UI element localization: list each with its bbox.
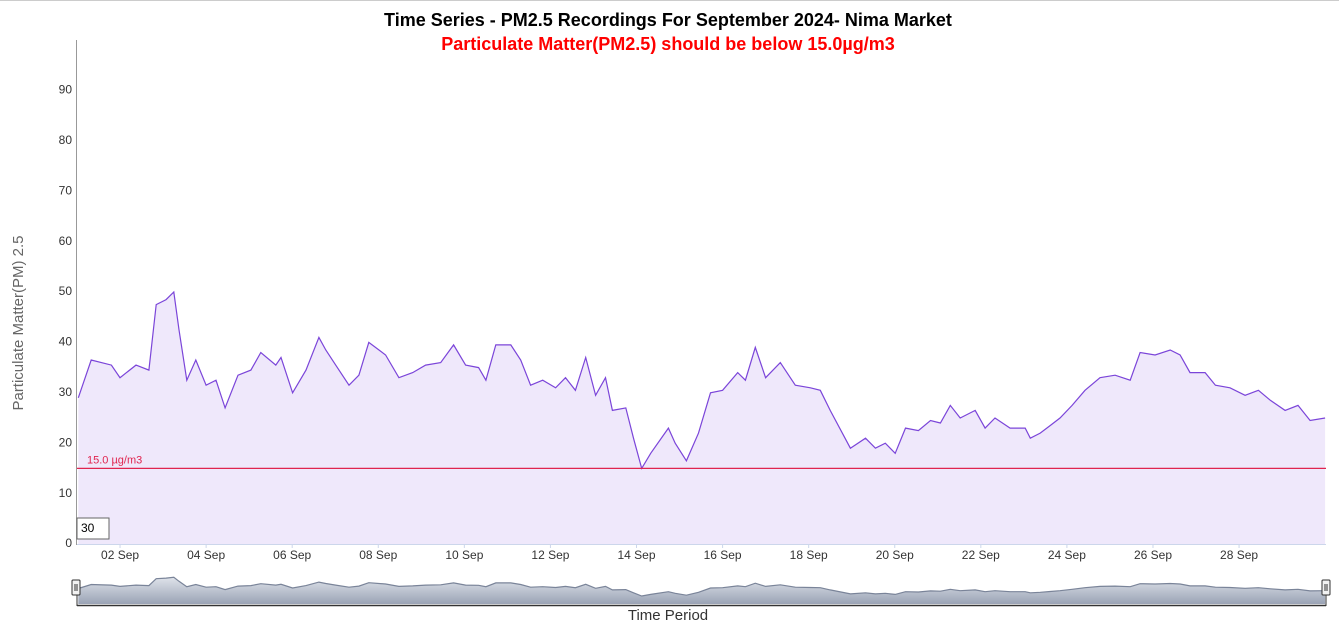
y-tick-label: 40 bbox=[59, 335, 73, 349]
y-tick-label: 70 bbox=[59, 183, 73, 197]
y-tick-label: 90 bbox=[59, 83, 73, 97]
x-tick-label: 08 Sep bbox=[359, 548, 397, 562]
x-tick-label: 10 Sep bbox=[445, 548, 483, 562]
navigator-line bbox=[78, 576, 1326, 597]
line bbox=[77, 290, 1326, 470]
navigator-handle[interactable] bbox=[71, 579, 81, 596]
threshold-label: 15.0 µg/m3 bbox=[87, 454, 142, 466]
x-tick-label: 06 Sep bbox=[273, 548, 311, 562]
x-tick-label: 14 Sep bbox=[617, 548, 655, 562]
navigator-handle[interactable] bbox=[1321, 579, 1331, 596]
x-tick-label: 18 Sep bbox=[790, 548, 828, 562]
x-tick-label: 16 Sep bbox=[704, 548, 742, 562]
chart-subtitle: Particulate Matter(PM2.5) should be belo… bbox=[441, 34, 894, 54]
y-tick-label: 10 bbox=[59, 486, 73, 500]
x-axis-title: Time Period bbox=[628, 607, 708, 624]
range-input[interactable] bbox=[76, 517, 110, 540]
area-fill bbox=[78, 292, 1326, 544]
x-tick-label: 04 Sep bbox=[187, 548, 225, 562]
range-input-text: 30 bbox=[81, 521, 95, 535]
y-tick-label: 30 bbox=[59, 385, 73, 399]
x-tick-label: 28 Sep bbox=[1220, 548, 1258, 562]
y-tick-label: 60 bbox=[59, 234, 73, 248]
y-tick-label: 50 bbox=[59, 284, 73, 298]
y-tick-label: 20 bbox=[59, 435, 73, 449]
y-tick-label: 0 bbox=[65, 536, 72, 550]
x-tick-label: 12 Sep bbox=[531, 548, 569, 562]
x-tick-label: 26 Sep bbox=[1134, 548, 1172, 562]
x-tick-label: 20 Sep bbox=[876, 548, 914, 562]
y-tick-label: 80 bbox=[59, 133, 73, 147]
chart-title: Time Series - PM2.5 Recordings For Septe… bbox=[384, 10, 952, 30]
x-tick-label: 24 Sep bbox=[1048, 548, 1086, 562]
x-tick-label: 22 Sep bbox=[962, 548, 1000, 562]
navigator-area bbox=[78, 577, 1326, 604]
x-tick-label: 02 Sep bbox=[101, 548, 139, 562]
y-axis-title: Particulate Matter(PM) 2.5 bbox=[10, 235, 27, 410]
